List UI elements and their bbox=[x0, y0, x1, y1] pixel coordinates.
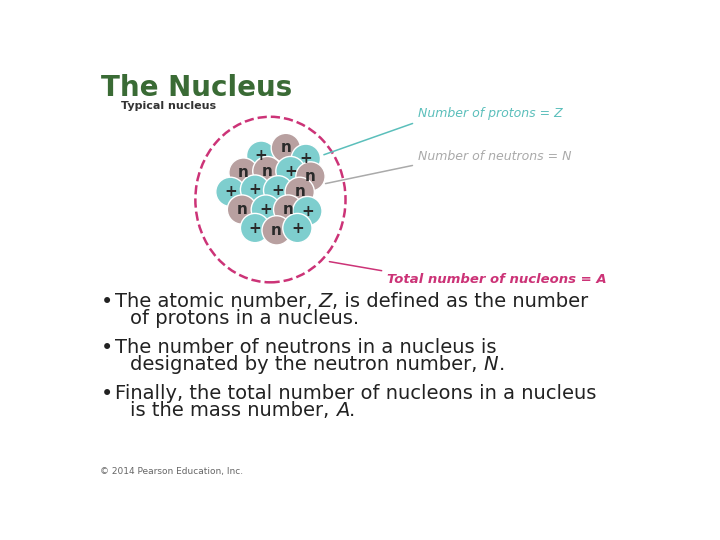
Text: is the mass number,: is the mass number, bbox=[130, 401, 336, 420]
Circle shape bbox=[264, 176, 293, 205]
Circle shape bbox=[274, 195, 303, 224]
Circle shape bbox=[251, 195, 281, 224]
Text: The Nucleus: The Nucleus bbox=[101, 74, 292, 102]
Text: +: + bbox=[248, 220, 261, 235]
Text: +: + bbox=[300, 151, 312, 166]
Text: +: + bbox=[301, 204, 314, 219]
Text: The number of neutrons in a nucleus is: The number of neutrons in a nucleus is bbox=[115, 338, 496, 357]
Text: Finally, the total number of nucleons in a nucleus: Finally, the total number of nucleons in… bbox=[115, 384, 596, 403]
Text: +: + bbox=[224, 184, 237, 199]
Text: © 2014 Pearson Education, Inc.: © 2014 Pearson Education, Inc. bbox=[99, 467, 243, 476]
Circle shape bbox=[246, 141, 276, 170]
Text: The atomic number,: The atomic number, bbox=[115, 292, 318, 311]
Circle shape bbox=[283, 213, 312, 242]
Text: +: + bbox=[284, 164, 297, 179]
Text: +: + bbox=[271, 183, 284, 198]
Text: +: + bbox=[291, 220, 304, 235]
Text: .: . bbox=[349, 401, 356, 420]
Text: designated by the neutron number,: designated by the neutron number, bbox=[130, 355, 484, 374]
Circle shape bbox=[229, 158, 258, 187]
Circle shape bbox=[291, 144, 320, 173]
Text: Total number of nucleons = A: Total number of nucleons = A bbox=[387, 273, 606, 286]
Circle shape bbox=[240, 213, 270, 242]
Text: +: + bbox=[255, 148, 268, 163]
Text: n: n bbox=[262, 164, 273, 179]
Circle shape bbox=[276, 157, 305, 186]
Text: Number of protons = Z: Number of protons = Z bbox=[418, 107, 562, 120]
Circle shape bbox=[240, 175, 270, 204]
Text: n: n bbox=[236, 202, 248, 217]
Text: A: A bbox=[336, 401, 349, 420]
Circle shape bbox=[293, 197, 322, 226]
Text: n: n bbox=[280, 140, 292, 156]
Text: •: • bbox=[101, 292, 113, 312]
Text: +: + bbox=[248, 182, 261, 197]
Text: .: . bbox=[498, 355, 505, 374]
Text: n: n bbox=[305, 169, 316, 184]
Circle shape bbox=[271, 133, 300, 163]
Text: +: + bbox=[259, 202, 272, 217]
Circle shape bbox=[285, 177, 315, 206]
Circle shape bbox=[253, 157, 282, 186]
Text: n: n bbox=[238, 165, 249, 180]
Circle shape bbox=[262, 215, 291, 245]
Circle shape bbox=[216, 177, 245, 206]
Text: n: n bbox=[294, 184, 305, 199]
Circle shape bbox=[296, 162, 325, 191]
Text: N: N bbox=[484, 355, 498, 374]
Text: , is defined as the number: , is defined as the number bbox=[332, 292, 588, 311]
Text: Number of neutrons = N: Number of neutrons = N bbox=[418, 150, 571, 163]
Circle shape bbox=[228, 195, 256, 224]
Text: n: n bbox=[283, 202, 294, 217]
Text: Typical nucleus: Typical nucleus bbox=[121, 101, 216, 111]
Text: •: • bbox=[101, 338, 113, 358]
Text: Z: Z bbox=[318, 292, 332, 311]
Text: •: • bbox=[101, 384, 113, 404]
Text: n: n bbox=[271, 223, 282, 238]
Text: of protons in a nucleus.: of protons in a nucleus. bbox=[130, 309, 359, 328]
